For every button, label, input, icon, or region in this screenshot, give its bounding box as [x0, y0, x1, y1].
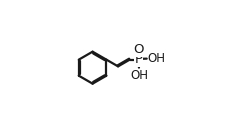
- Text: OH: OH: [147, 52, 165, 65]
- Text: OH: OH: [129, 69, 147, 82]
- Text: O: O: [133, 43, 143, 56]
- Text: P: P: [134, 53, 142, 66]
